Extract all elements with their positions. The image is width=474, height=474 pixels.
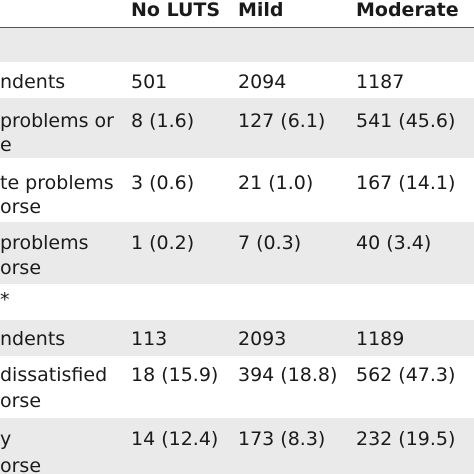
row-label: ndents bbox=[0, 71, 66, 93]
header-mild: Mild bbox=[238, 0, 284, 21]
cell-moderate: 541 (45.6) bbox=[356, 110, 456, 132]
cell-no-luts: 3 (0.6) bbox=[131, 172, 195, 194]
section-row-blank bbox=[0, 28, 474, 62]
table-row: te problems orse 3 (0.6) 21 (1.0) 167 (1… bbox=[0, 158, 474, 222]
table-row: ndents 501 2094 1187 bbox=[0, 62, 474, 98]
cell-moderate: 1187 bbox=[356, 71, 405, 93]
row-label: problems or bbox=[0, 110, 114, 132]
cell-no-luts: 8 (1.6) bbox=[131, 110, 195, 132]
cell-mild: 127 (6.1) bbox=[238, 110, 326, 132]
row-label-continued: orse bbox=[0, 196, 42, 218]
table-header-row: No LUTS Mild Moderate bbox=[0, 0, 474, 26]
cell-mild: 2094 bbox=[238, 71, 287, 93]
row-label: problems bbox=[0, 232, 89, 254]
cell-mild: 394 (18.8) bbox=[238, 364, 338, 386]
section-label: * bbox=[0, 289, 10, 311]
table-row: problems or e 8 (1.6) 127 (6.1) 541 (45.… bbox=[0, 98, 474, 158]
cell-no-luts: 18 (15.9) bbox=[131, 364, 219, 386]
header-no-luts: No LUTS bbox=[131, 0, 221, 21]
row-label-continued: orse bbox=[0, 455, 42, 474]
cell-no-luts: 1 (0.2) bbox=[131, 232, 195, 254]
section-row: * bbox=[0, 284, 474, 320]
header-moderate: Moderate bbox=[356, 0, 459, 21]
cell-moderate: 562 (47.3) bbox=[356, 364, 456, 386]
row-label-continued: orse bbox=[0, 257, 42, 279]
table-row: ndents 113 2093 1189 bbox=[0, 320, 474, 356]
row-label: dissatisfied bbox=[0, 364, 108, 386]
cell-mild: 7 (0.3) bbox=[238, 232, 302, 254]
cell-no-luts: 113 bbox=[131, 328, 168, 350]
row-label: ndents bbox=[0, 328, 66, 350]
cell-no-luts: 14 (12.4) bbox=[131, 428, 219, 450]
cell-moderate: 167 (14.1) bbox=[356, 172, 456, 194]
cell-moderate: 1189 bbox=[356, 328, 405, 350]
row-label: te problems bbox=[0, 172, 114, 194]
cell-mild: 21 (1.0) bbox=[238, 172, 314, 194]
table-row: problems orse 1 (0.2) 7 (0.3) 40 (3.4) bbox=[0, 222, 474, 284]
cell-moderate: 40 (3.4) bbox=[356, 232, 432, 254]
row-label-continued: orse bbox=[0, 390, 42, 412]
table-row: dissatisfied orse 18 (15.9) 394 (18.8) 5… bbox=[0, 356, 474, 418]
cell-mild: 2093 bbox=[238, 328, 287, 350]
cell-no-luts: 501 bbox=[131, 71, 168, 93]
row-label: y bbox=[0, 428, 12, 450]
cell-mild: 173 (8.3) bbox=[238, 428, 326, 450]
header-rule bbox=[0, 27, 474, 28]
row-label-continued: e bbox=[0, 134, 12, 156]
table-row: y orse 14 (12.4) 173 (8.3) 232 (19.5) bbox=[0, 418, 474, 474]
cell-moderate: 232 (19.5) bbox=[356, 428, 456, 450]
